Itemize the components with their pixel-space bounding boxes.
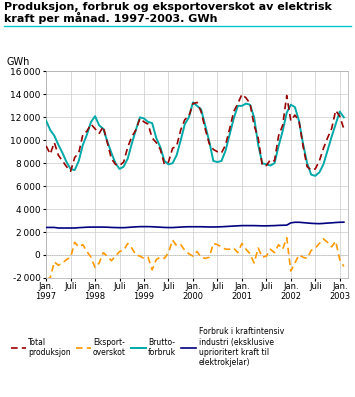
Text: GWh: GWh	[7, 57, 30, 67]
Text: Produksjon, forbruk og eksportoverskot av elektrisk: Produksjon, forbruk og eksportoverskot a…	[4, 2, 332, 12]
Text: kraft per månad. 1997-2003. GWh: kraft per månad. 1997-2003. GWh	[4, 12, 217, 24]
Legend: Total
produksjon, Eksport-
overskot, Brutto-
forbruk, Forbruk i kraftintensiv
in: Total produksjon, Eksport- overskot, Bru…	[11, 327, 284, 367]
